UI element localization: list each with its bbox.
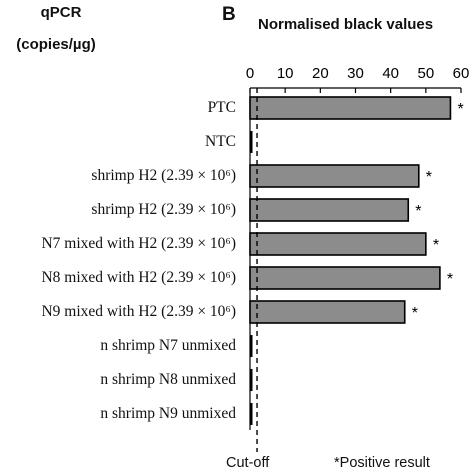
bar-5 xyxy=(249,266,441,290)
x-tick-label-60: 60 xyxy=(453,65,470,82)
x-tick-label-30: 30 xyxy=(347,65,364,82)
bar-3 xyxy=(249,198,410,222)
category-label-3: shrimp H2 (2.39 × 10⁶) xyxy=(91,201,236,218)
category-label-4: N7 mixed with H2 (2.39 × 10⁶) xyxy=(41,235,236,252)
x-tick-label-0: 0 xyxy=(246,65,254,82)
bar-7 xyxy=(250,335,253,357)
bar-4 xyxy=(249,232,427,256)
bar-0 xyxy=(249,96,452,120)
x-tick-label-50: 50 xyxy=(417,65,434,82)
bar-6 xyxy=(249,300,406,324)
bar-9 xyxy=(250,403,253,425)
footnote: *Positive result xyxy=(334,455,430,471)
x-tick-label-10: 10 xyxy=(277,65,294,82)
significance-marker-4: * xyxy=(433,237,439,254)
category-label-5: N8 mixed with H2 (2.39 × 10⁶) xyxy=(41,269,236,286)
qpcr-header: qPCR xyxy=(40,4,82,21)
category-label-9: n shrimp N9 unmixed xyxy=(100,405,236,422)
significance-marker-0: * xyxy=(457,101,463,118)
bar-8 xyxy=(250,369,253,391)
qpcr-unit-header: (copies/µg) xyxy=(16,36,96,53)
significance-marker-3: * xyxy=(415,203,421,220)
category-label-8: n shrimp N8 unmixed xyxy=(100,371,236,388)
category-label-0: PTC xyxy=(207,99,236,116)
significance-marker-2: * xyxy=(426,169,432,186)
cutoff-label: Cut-off xyxy=(226,455,270,471)
bar-1 xyxy=(250,131,253,153)
bar-2 xyxy=(249,164,420,188)
panel-letter: B xyxy=(222,4,236,25)
category-label-2: shrimp H2 (2.39 × 10⁶) xyxy=(91,167,236,184)
category-label-7: n shrimp N7 unmixed xyxy=(100,337,236,354)
x-tick-label-20: 20 xyxy=(312,65,329,82)
category-label-1: NTC xyxy=(205,133,236,150)
category-label-6: N9 mixed with H2 (2.39 × 10⁶) xyxy=(41,303,236,320)
chart-title: Normalised black values xyxy=(258,16,434,33)
significance-marker-5: * xyxy=(447,271,453,288)
significance-marker-6: * xyxy=(412,305,418,322)
x-tick-label-40: 40 xyxy=(382,65,399,82)
